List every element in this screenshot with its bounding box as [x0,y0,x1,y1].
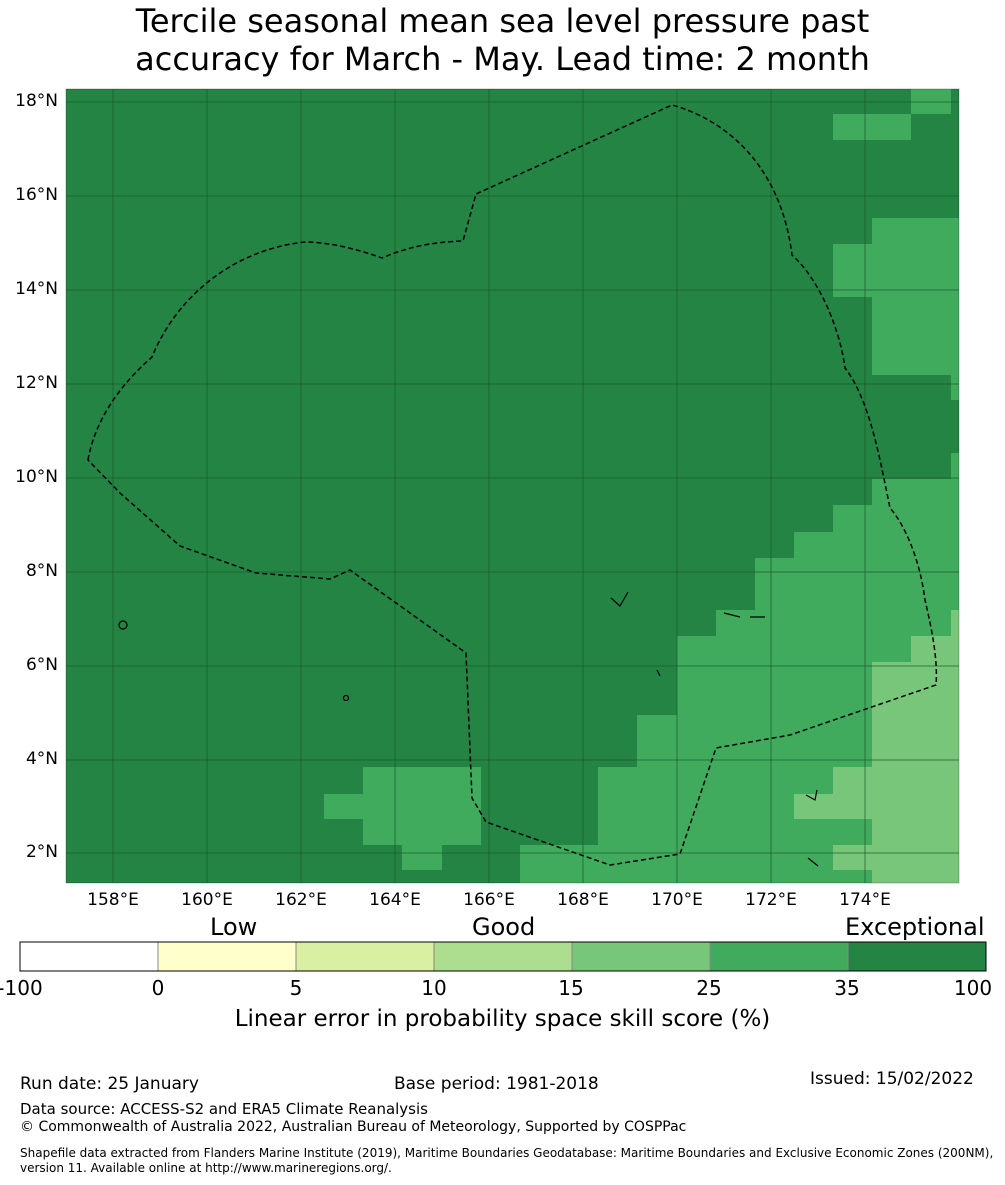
map-frame [65,88,960,884]
colorbar-swatch-4 [571,941,711,972]
copyright: © Commonwealth of Australia 2022, Austra… [20,1119,687,1135]
cb-tick-5: 5 [289,976,303,1000]
category-good: Good [472,913,536,941]
lon-label-172e: 172°E [745,890,797,910]
title-line-2: accuracy for March - May. Lead time: 2 m… [135,40,870,78]
lon-label-160e: 160°E [181,890,233,910]
run-date: Run date: 25 January [20,1074,199,1094]
lat-label-4n: 4°N [25,749,58,769]
lon-label-170e: 170°E [651,890,703,910]
shapefile-credit-line-1: Shapefile data extracted from Flanders M… [20,1146,994,1160]
issued-date: Issued: 15/02/2022 [810,1069,974,1089]
lon-label-164e: 164°E [369,890,421,910]
lat-label-2n: 2°N [25,842,58,862]
lat-label-14n: 14°N [15,279,58,299]
cb-tick-0: 0 [151,976,165,1000]
skill-cells-moderate [794,610,959,883]
lat-label-12n: 12°N [15,373,58,393]
colorbar-swatch-3 [433,941,573,972]
colorbar-swatch-2 [295,941,435,972]
colorbar-swatch-0 [19,941,159,972]
map-gridlines [66,89,959,883]
colorbar-label: Linear error in probability space skill … [234,1006,771,1032]
category-low: Low [210,913,258,941]
shapefile-credit-line-2: version 11. Available online at http://w… [20,1161,392,1175]
colorbar-swatch-5 [709,941,849,972]
lat-label-18n: 18°N [15,91,58,111]
lat-label-10n: 10°N [15,467,58,487]
lat-label-6n: 6°N [25,655,58,675]
colorbar-swatch-1 [157,941,297,972]
cb-tick-neg100: -100 [0,976,43,1000]
cb-tick-35: 35 [834,976,860,1000]
colorbar [19,941,987,972]
cb-tick-25: 25 [696,976,722,1000]
cb-tick-100: 100 [953,976,993,1000]
data-source: Data source: ACCESS-S2 and ERA5 Climate … [20,1100,428,1118]
cb-tick-15: 15 [558,976,584,1000]
lon-label-174e: 174°E [839,890,891,910]
lat-label-8n: 8°N [25,561,58,581]
cb-tick-10: 10 [421,976,447,1000]
lon-label-166e: 166°E [463,890,515,910]
category-exceptional: Exceptional [845,913,985,941]
colorbar-swatch-6 [847,941,987,972]
lon-label-158e: 158°E [87,890,139,910]
islands [118,591,819,867]
lat-label-16n: 16°N [15,185,58,205]
base-period: Base period: 1981-2018 [394,1074,599,1094]
colorbar-border [19,941,987,972]
map-title: Tercile seasonal mean sea level pressure… [0,2,1005,78]
lon-label-168e: 168°E [557,890,609,910]
title-line-1: Tercile seasonal mean sea level pressure… [135,2,870,40]
lon-label-162e: 162°E [275,890,327,910]
